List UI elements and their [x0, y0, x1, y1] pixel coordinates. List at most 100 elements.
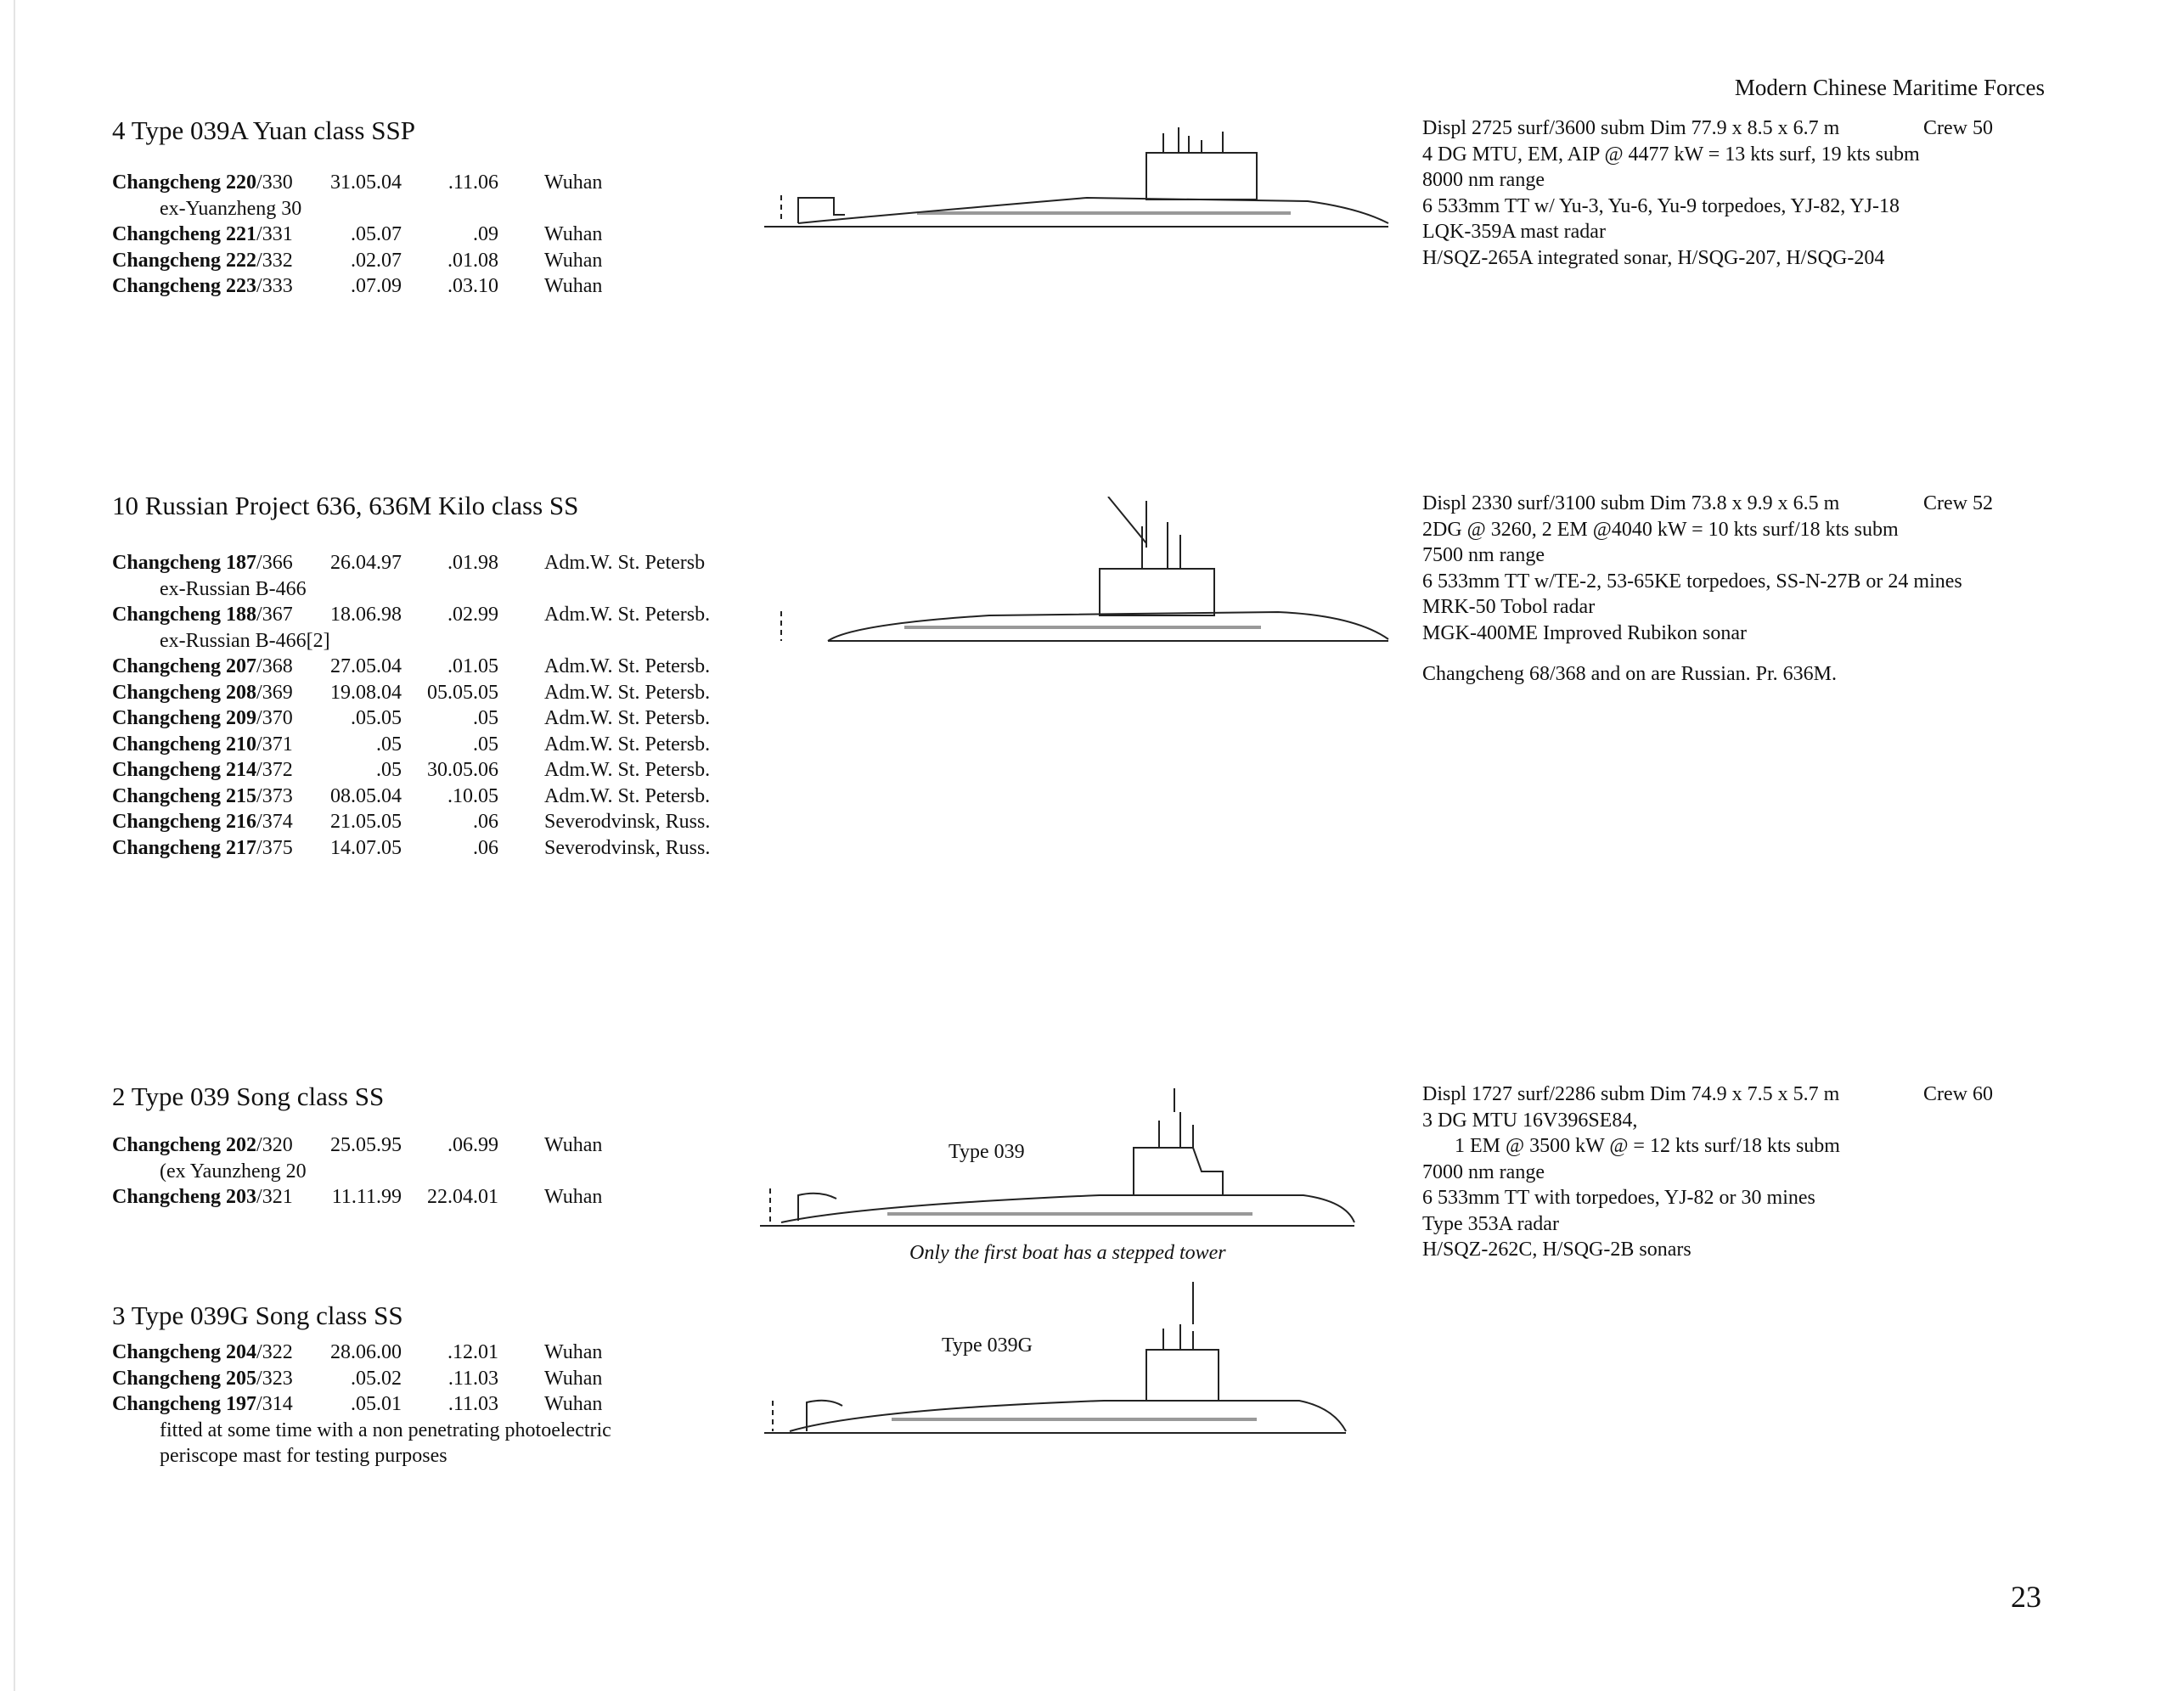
submarine-profile-drawing [780, 497, 1389, 642]
ship-name: Changcheng 205/323 [112, 1366, 293, 1391]
ship-note: ex-Russian B-466[2] [160, 629, 330, 652]
shipyard: Wuhan [544, 1186, 603, 1208]
ship-name-bold: Changcheng 215 [112, 784, 257, 807]
section-title: 10 Russian Project 636, 636M Kilo class … [112, 491, 579, 520]
pennant-number: /367 [256, 604, 293, 626]
ship-note: ex-Yuanzheng 30 [160, 197, 302, 220]
pennant-number: /322 [256, 1341, 293, 1363]
launch-date: .01.05 [447, 655, 498, 677]
running-header: Modern Chinese Maritime Forces [1734, 75, 2045, 100]
ship-name-bold: Changcheng 203 [112, 1186, 257, 1208]
ship-row: Changcheng 210/371 .05 .05 Adm.W. St. Peter… [112, 732, 757, 757]
ship-name: Changcheng 208/369 [112, 680, 293, 705]
ship-name: Changcheng 216/374 [112, 809, 293, 834]
laid-date: 19.08.04 [330, 681, 402, 704]
pennant-number: /366 [256, 552, 293, 574]
spec-line: 3 DG MTU 16V396SE84, [1422, 1109, 1638, 1132]
launch-date: 22.04.01 [427, 1186, 498, 1208]
spec-line: MRK-50 Tobol radar [1422, 596, 1596, 618]
ship-row: Changcheng 223/333 .07.09 .03.10 Wuhan [112, 273, 757, 299]
spec-line: 1 EM @ 3500 kW @ = 12 kts surf/18 kts su… [1455, 1135, 1840, 1157]
submarine-profile-drawing [764, 127, 1389, 228]
ship-row: Changcheng 202/320 25.05.95 .06.99 Wuhan [112, 1132, 757, 1158]
pennant-number: /331 [256, 223, 293, 245]
pennant-number: /332 [256, 249, 293, 272]
ship-name: Changcheng 215/373 [112, 784, 293, 809]
pennant-number: /314 [256, 1393, 293, 1415]
laid-date: 28.06.00 [330, 1341, 402, 1363]
ship-name-bold: Changcheng 197 [112, 1393, 257, 1415]
submarine-profile-drawing [764, 1282, 1347, 1434]
ship-name: Changcheng 222/332 [112, 248, 293, 273]
laid-date: 31.05.04 [330, 171, 402, 194]
spec-line: 6 533mm TT w/TE-2, 53-65KE torpedoes, SS… [1422, 570, 1962, 593]
ship-name: Changcheng 202/320 [112, 1132, 293, 1158]
laid-date: 25.05.95 [330, 1134, 402, 1156]
spec-line: Type 353A radar [1422, 1212, 1559, 1235]
shipyard: Adm.W. St. Petersb. [544, 759, 711, 781]
ship-name: Changcheng 221/331 [112, 222, 293, 247]
shipyard: Wuhan [544, 1134, 603, 1156]
launch-date: .02.99 [447, 604, 498, 626]
ship-name-bold: Changcheng 204 [112, 1341, 257, 1363]
ship-name: Changcheng 204/322 [112, 1340, 293, 1365]
ship-name-bold: Changcheng 220 [112, 171, 257, 194]
spec-line: 6 533mm TT w/ Yu-3, Yu-6, Yu-9 torpedoes… [1422, 194, 1900, 217]
page-number: 23 [2011, 1580, 2041, 1614]
shipyard: Wuhan [544, 1393, 603, 1415]
ship-name-bold: Changcheng 223 [112, 275, 257, 297]
ship-name: Changcheng 207/368 [112, 654, 293, 679]
specs-block: Displ 1727 surf/2286 subm Dim 74.9 x 7.5… [1422, 1081, 2119, 1263]
ship-name-bold: Changcheng 214 [112, 759, 257, 781]
laid-date: .05 [376, 733, 402, 756]
launch-date: .01.08 [447, 249, 498, 272]
ship-note: fitted at some time with a non penetrati… [160, 1419, 611, 1441]
ship-name-bold: Changcheng 187 [112, 552, 257, 574]
ship-row: Changcheng 221/331 .05.07 .09 Wuhan [112, 222, 757, 247]
ship-name: Changcheng 187/366 [112, 550, 293, 576]
shipyard: Severodvinsk, Russ. [544, 811, 711, 833]
spec-note: Changcheng 68/368 and on are Russian. Pr… [1422, 663, 1837, 685]
launch-date: .10.05 [447, 784, 498, 807]
laid-date: 21.05.05 [330, 811, 402, 833]
spec-line: 8000 nm range [1422, 169, 1545, 191]
ship-name-bold: Changcheng 202 [112, 1134, 257, 1156]
ship-note: (ex Yaunzheng 20 [160, 1160, 307, 1183]
drawing-caption: Only the first boat has a stepped tower [909, 1242, 1226, 1264]
spec-dimensions: Displ 1727 surf/2286 subm Dim 74.9 x 7.5… [1422, 1083, 1840, 1105]
pennant-number: /375 [256, 836, 293, 859]
ship-name-bold: Changcheng 205 [112, 1367, 257, 1390]
launch-date: .06 [473, 811, 498, 833]
laid-date: 11.11.99 [331, 1186, 402, 1208]
ship-name-bold: Changcheng 210 [112, 733, 257, 756]
launch-date: .05 [473, 733, 498, 756]
shipyard: Adm.W. St. Petersb. [544, 655, 711, 677]
ship-name-bold: Changcheng 216 [112, 811, 257, 833]
laid-date: .05.02 [351, 1367, 402, 1390]
specs-block: Displ 2725 surf/3600 subm Dim 77.9 x 8.5… [1422, 115, 2119, 271]
ship-note: ex-Russian B-466 [160, 577, 307, 600]
spec-dimensions: Displ 2330 surf/3100 subm Dim 73.8 x 9.9… [1422, 492, 1840, 514]
ship-row: Changcheng 203/321 11.11.99 22.04.01 Wuhan [112, 1184, 757, 1210]
pennant-number: /368 [256, 655, 293, 677]
ship-name-bold: Changcheng 209 [112, 707, 257, 729]
launch-date: .12.01 [447, 1341, 498, 1363]
laid-date: .05.05 [351, 707, 402, 729]
pennant-number: /369 [256, 681, 293, 704]
ship-name: Changcheng 203/321 [112, 1184, 293, 1210]
launch-date: 30.05.06 [427, 759, 498, 781]
spec-line: 7500 nm range [1422, 544, 1545, 566]
shipyard: Adm.W. St. Petersb. [544, 604, 711, 626]
page-edge [14, 0, 15, 1691]
shipyard: Adm.W. St. Petersb. [544, 784, 711, 807]
ship-name-bold: Changcheng 222 [112, 249, 257, 272]
ship-note: periscope mast for testing purposes [160, 1445, 447, 1467]
ship-row: Changcheng 220/330 31.05.04 .11.06 Wuhan [112, 170, 757, 195]
section-title: 2 Type 039 Song class SS [112, 1081, 385, 1111]
shipyard: Wuhan [544, 1367, 603, 1390]
pennant-number: /323 [256, 1367, 293, 1390]
spec-line: 4 DG MTU, EM, AIP @ 4477 kW = 13 kts sur… [1422, 143, 1920, 166]
spec-line: H/SQZ-262C, H/SQG-2B sonars [1422, 1239, 1691, 1261]
launch-date: .09 [473, 223, 498, 245]
laid-date: 18.06.98 [330, 604, 402, 626]
